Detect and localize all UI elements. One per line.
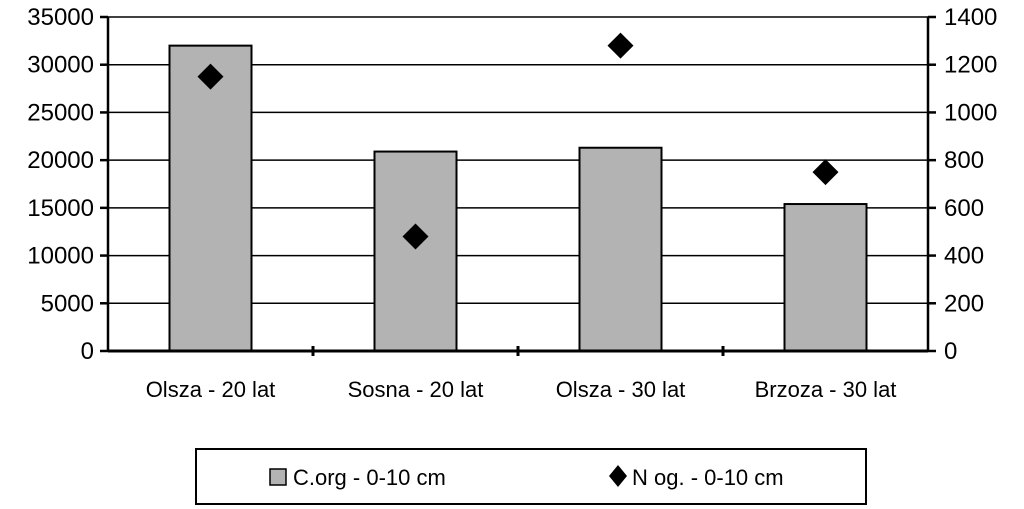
- category-label: Brzoza - 30 lat: [755, 377, 897, 402]
- right-tick-label: 800: [944, 147, 984, 174]
- right-tick-label: 400: [944, 243, 984, 270]
- right-tick-label: 1400: [944, 4, 997, 31]
- scatter-point: [402, 223, 429, 250]
- scatter-point: [607, 32, 634, 59]
- legend-swatch-bar: [269, 468, 287, 486]
- right-tick-label: 1200: [944, 52, 997, 79]
- legend-label-bar: C.org - 0-10 cm: [293, 465, 446, 490]
- left-axis-ticks: 0 5000 10000 15000 20000 25000 30000 35000: [27, 4, 94, 365]
- right-tick-label: 600: [944, 195, 984, 222]
- left-tick-label: 25000: [27, 99, 94, 126]
- left-tick-label: 35000: [27, 4, 94, 31]
- axes: [100, 15, 936, 356]
- bar: [168, 44, 253, 352]
- right-tick-label: 200: [944, 290, 984, 317]
- right-tick-label: 0: [944, 338, 957, 365]
- bar-series: [168, 44, 868, 352]
- category-label: Olsza - 30 lat: [556, 377, 686, 402]
- category-label: Sosna - 20 lat: [348, 377, 484, 402]
- legend-box: [195, 448, 867, 505]
- scatter-series: [197, 32, 839, 250]
- bar: [578, 146, 663, 352]
- left-tick-label: 5000: [41, 290, 94, 317]
- left-tick-label: 10000: [27, 243, 94, 270]
- scatter-point: [197, 63, 224, 90]
- legend: C.org - 0-10 cm N og. - 0-10 cm: [195, 448, 867, 505]
- left-tick-label: 30000: [27, 52, 94, 79]
- right-axis-ticks: 0 200 400 600 800 1000 1200 1400: [944, 4, 997, 365]
- legend-swatch-diamond: [609, 465, 627, 487]
- left-tick-label: 15000: [27, 195, 94, 222]
- left-tick-label: 0: [81, 338, 94, 365]
- bar: [373, 150, 458, 352]
- category-label: Olsza - 20 lat: [146, 377, 276, 402]
- bar: [783, 203, 868, 352]
- left-tick-label: 20000: [27, 147, 94, 174]
- scatter-point: [812, 159, 839, 186]
- legend-label-diamond: N og. - 0-10 cm: [632, 465, 784, 490]
- right-tick-label: 1000: [944, 99, 997, 126]
- category-labels: Olsza - 20 lat Sosna - 20 lat Olsza - 30 l…: [146, 377, 897, 402]
